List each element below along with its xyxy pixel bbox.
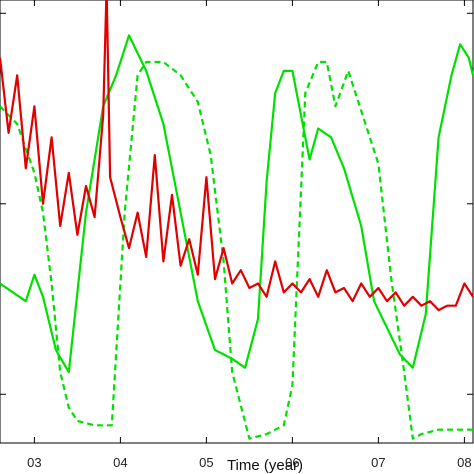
x-tick-label: 05 [199,455,213,470]
series-line-1 [0,60,473,440]
series-line-0 [0,34,474,374]
x-tick-label: 08 [457,455,471,470]
tick-marks [0,0,473,443]
series-lines [0,0,474,440]
x-tick-label: 04 [113,455,127,470]
x-tick-label: 06 [285,455,299,470]
x-tick-label: 03 [27,455,41,470]
plot-frame [0,0,474,444]
series-line-2 [0,0,474,312]
x-axis-title: Time (year) [227,457,303,474]
tick-labels: 03 04 05 06 07 08 [27,455,471,470]
x-tick-label: 07 [371,455,385,470]
